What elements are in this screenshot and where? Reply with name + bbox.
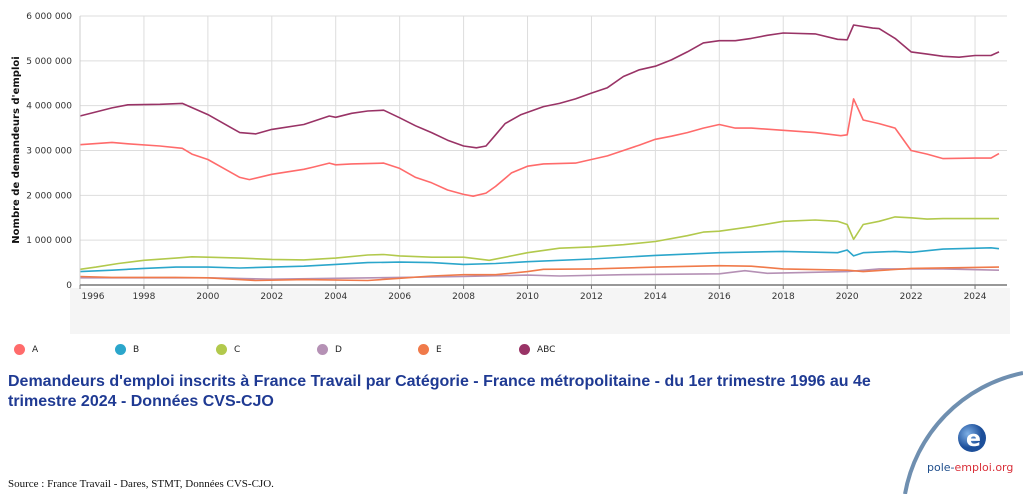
x-tick-label: 2012 bbox=[580, 292, 603, 302]
legend-item-b[interactable]: B bbox=[115, 344, 139, 355]
legend-marker bbox=[317, 344, 328, 355]
legend-label: B bbox=[133, 344, 140, 355]
series-line-a bbox=[79, 98, 1000, 197]
svg-text:pole-emploi.org: pole-emploi.org bbox=[927, 461, 1013, 474]
y-tick-label: 5 000 000 bbox=[26, 57, 72, 67]
x-tick-label: 2008 bbox=[452, 292, 475, 302]
logo-arc bbox=[903, 371, 1023, 494]
x-tick-label: 2006 bbox=[388, 292, 411, 302]
x-tick-label: 2022 bbox=[900, 292, 923, 302]
x-tick-label: 2018 bbox=[772, 292, 795, 302]
legend-item-a[interactable]: A bbox=[14, 344, 38, 355]
chart-title: Demandeurs d'emploi inscrits à France Tr… bbox=[8, 373, 871, 410]
y-tick-label: 3 000 000 bbox=[26, 147, 72, 157]
logo-globe-icon bbox=[958, 424, 986, 452]
legend-marker bbox=[14, 344, 25, 355]
y-tick-label: 1 000 000 bbox=[26, 236, 72, 246]
legend-item-c[interactable]: C bbox=[216, 344, 240, 355]
legend-marker bbox=[115, 344, 126, 355]
legend-label: ABC bbox=[537, 344, 556, 355]
series-line-abc bbox=[79, 24, 1000, 149]
legend-label: E bbox=[436, 344, 442, 355]
series-line-c bbox=[79, 216, 999, 271]
y-tick-label: 0 bbox=[66, 281, 72, 291]
x-tick-label: 2010 bbox=[516, 292, 539, 302]
y-tick-label: 4 000 000 bbox=[26, 102, 72, 112]
legend-item-d[interactable]: D bbox=[317, 344, 342, 355]
x-tick-label: 2000 bbox=[196, 292, 219, 302]
x-tick-label: 2016 bbox=[708, 292, 731, 302]
legend-label: A bbox=[32, 344, 39, 355]
legend-marker bbox=[519, 344, 530, 355]
legend-item-e[interactable]: E bbox=[418, 344, 442, 355]
x-tick-label: 2020 bbox=[836, 292, 859, 302]
svg-text:e: e bbox=[966, 427, 981, 452]
legend-item-abc[interactable]: ABC bbox=[519, 344, 555, 355]
source-note: Source : France Travail - Dares, STMT, D… bbox=[8, 478, 274, 490]
series-line-b bbox=[79, 247, 1000, 273]
x-tick-label: 1998 bbox=[132, 292, 155, 302]
y-tick-label: 6 000 000 bbox=[26, 12, 72, 22]
x-axis-band bbox=[70, 288, 1010, 334]
x-tick-label: 1996 bbox=[82, 292, 105, 302]
legend-marker bbox=[418, 344, 429, 355]
legend-label: D bbox=[335, 344, 342, 355]
x-tick-label: 2004 bbox=[324, 292, 347, 302]
y-axis-label: Nombre de demandeurs d'emploi bbox=[11, 56, 22, 243]
legend-label: C bbox=[234, 344, 241, 355]
x-tick-label: 2024 bbox=[964, 292, 987, 302]
x-tick-label: 2014 bbox=[644, 292, 667, 302]
line-chart: 0 1 000 000 2 000 000 3 000 000 4 000 000 5 0… bbox=[11, 12, 1010, 334]
x-tick-label: 2002 bbox=[260, 292, 283, 302]
series-line-e bbox=[79, 264, 1000, 282]
legend-marker bbox=[216, 344, 227, 355]
y-tick-label: 2 000 000 bbox=[26, 191, 72, 201]
